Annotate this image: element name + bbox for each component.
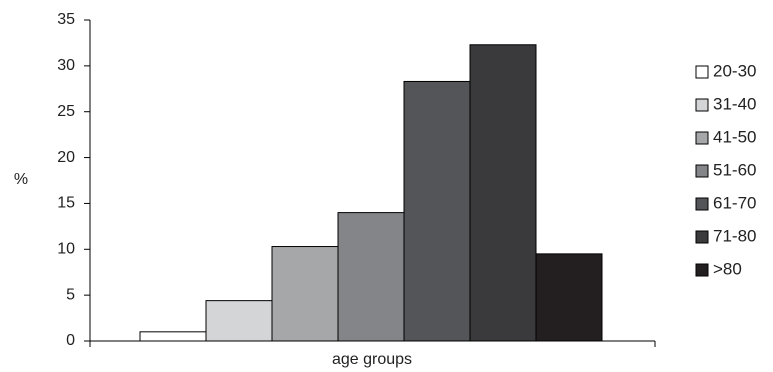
bar-80	[535, 253, 603, 342]
legend-swatch	[695, 65, 709, 79]
y-tick-label: 25	[57, 103, 75, 120]
legend-label: 61-70	[713, 193, 756, 212]
y-tick-label: 30	[57, 57, 75, 74]
legend-swatch	[695, 98, 709, 112]
legend-label: 31-40	[713, 94, 756, 113]
legend-swatch	[695, 197, 709, 211]
legend: 20-30 31-40 41-50 51-60 61-70 71-80 >80	[695, 61, 756, 278]
bar-3140	[205, 300, 273, 342]
y-axis-title: %	[14, 171, 28, 188]
y-tick-label: 5	[66, 286, 75, 303]
y-tick-label: 15	[57, 195, 75, 212]
x-axis-title: age groups	[332, 351, 412, 368]
bar-5160	[337, 212, 405, 342]
legend-swatch	[695, 230, 709, 244]
legend-label: 51-60	[713, 160, 756, 179]
y-tick-label: 10	[57, 241, 75, 258]
bar-7180	[469, 44, 537, 342]
bars	[139, 44, 603, 342]
bar-4150	[271, 246, 339, 342]
x-axis	[89, 340, 656, 347]
y-tick-label: 20	[57, 149, 75, 166]
bar-2030	[139, 331, 207, 342]
bar-6170	[403, 80, 471, 342]
y-tick-label: 35	[57, 11, 75, 28]
legend-swatch	[695, 164, 709, 178]
legend-swatch	[695, 131, 709, 145]
legend-label: 20-30	[713, 61, 756, 80]
legend-label: 41-50	[713, 127, 756, 146]
y-axis: 0 5 10 15 20 25 30 35	[57, 11, 91, 349]
legend-label: >80	[713, 259, 742, 278]
legend-swatch	[695, 263, 709, 277]
legend-label: 71-80	[713, 226, 756, 245]
y-tick-label: 0	[66, 332, 75, 349]
